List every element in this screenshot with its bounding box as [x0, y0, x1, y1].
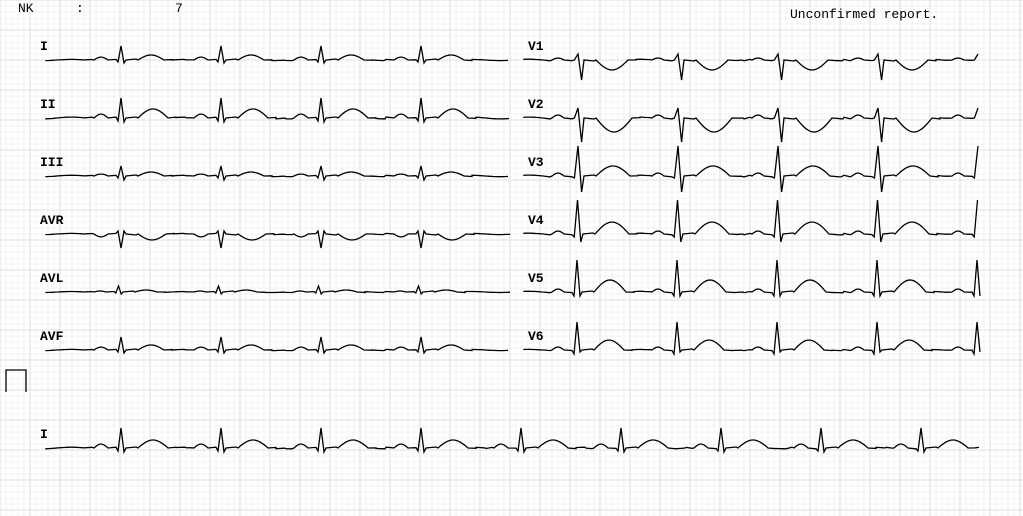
lead-label-ii: II	[40, 97, 56, 112]
header-seven: 7	[175, 1, 183, 16]
lead-label-v6: V6	[528, 329, 544, 344]
unconfirmed-report: Unconfirmed report.	[790, 7, 938, 22]
lead-ii: II	[40, 97, 509, 122]
lead-v4: V4	[524, 200, 978, 242]
trace-avr	[46, 231, 510, 248]
lead-v6: V6	[524, 322, 980, 354]
lead-label-v3: V3	[528, 155, 544, 170]
trace-v1	[524, 54, 978, 80]
lead-i: I	[40, 427, 979, 452]
lead-avr: AVR	[40, 213, 510, 248]
trace-v4	[524, 200, 978, 242]
header-nk: NK	[18, 1, 34, 16]
lead-v2: V2	[524, 97, 978, 142]
lead-avl: AVL	[40, 271, 510, 294]
lead-label-v2: V2	[528, 97, 544, 112]
ecg-grid	[0, 0, 1023, 516]
lead-v5: V5	[524, 260, 980, 296]
trace-avf	[46, 337, 508, 353]
lead-label-v1: V1	[528, 39, 544, 54]
ecg-svg: NK:7Unconfirmed report.IIIIIIAVRAVLAVFV1…	[0, 0, 1023, 516]
calibration-pulse	[6, 370, 26, 392]
lead-label-v4: V4	[528, 213, 544, 228]
header-colon: :	[76, 1, 84, 16]
trace-v2	[524, 108, 978, 142]
trace-avl	[46, 286, 510, 294]
trace-i	[46, 46, 508, 63]
ecg-container: NK:7Unconfirmed report.IIIIIIAVRAVLAVFV1…	[0, 0, 1023, 516]
trace-ii	[46, 98, 509, 122]
lead-v3: V3	[524, 146, 978, 192]
trace-v3	[524, 146, 978, 192]
lead-label-i: I	[40, 427, 48, 442]
lead-label-avl: AVL	[40, 271, 64, 286]
lead-label-i: I	[40, 39, 48, 54]
lead-label-v5: V5	[528, 271, 544, 286]
trace-v5	[524, 260, 980, 296]
trace-v6	[524, 322, 980, 354]
lead-label-iii: III	[40, 155, 63, 170]
lead-label-avr: AVR	[40, 213, 64, 228]
lead-v1: V1	[524, 39, 978, 80]
lead-label-avf: AVF	[40, 329, 64, 344]
